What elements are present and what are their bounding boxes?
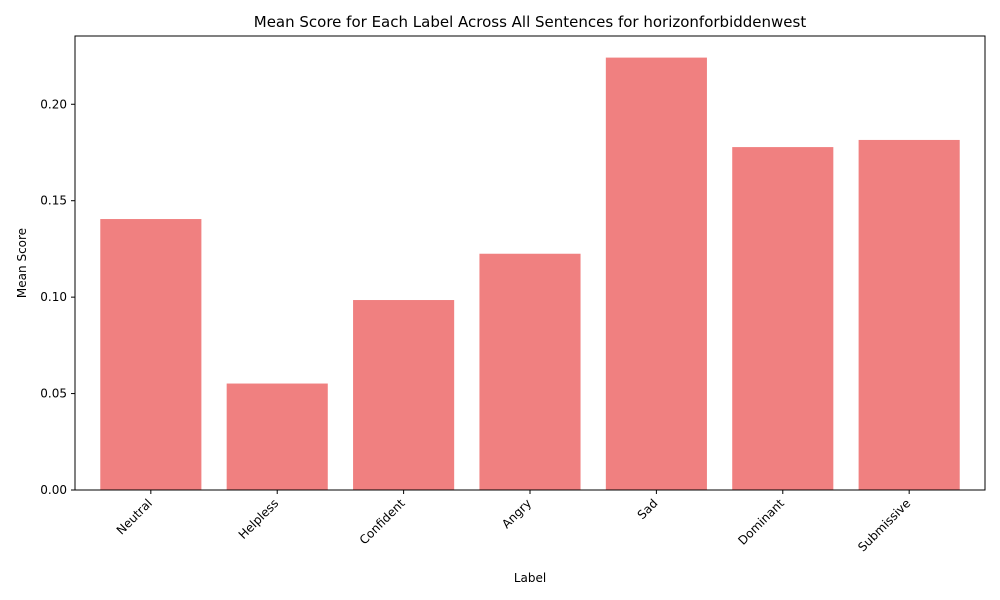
x-tick-label: Submissive — [855, 496, 913, 554]
x-axis-label: Label — [514, 571, 546, 585]
x-tick-label: Helpless — [236, 496, 282, 542]
y-tick-label: 0.15 — [40, 194, 67, 208]
y-axis-label: Mean Score — [15, 228, 29, 298]
y-axis: 0.00 0.05 0.10 0.15 0.20 — [40, 97, 75, 497]
x-tick-label: Angry — [499, 496, 534, 531]
bar-submissive — [858, 139, 960, 490]
x-tick-label: Dominant — [735, 496, 787, 548]
bar-sad — [605, 57, 707, 490]
plot-frame — [74, 35, 986, 491]
x-tick-label: Confident — [357, 496, 408, 547]
bar-confident — [353, 300, 455, 490]
bar-neutral — [100, 219, 202, 490]
bar-dominant — [732, 147, 834, 490]
y-tick-label: 0.05 — [40, 387, 67, 401]
x-tick-label: Sad — [635, 496, 661, 522]
chart-title: Mean Score for Each Label Across All Sen… — [254, 13, 807, 31]
y-tick-label: 0.10 — [40, 290, 67, 304]
x-tick-label: Neutral — [114, 496, 155, 537]
bar-helpless — [226, 383, 328, 490]
bar-angry — [479, 253, 581, 490]
bars-group — [100, 57, 960, 490]
y-tick-label: 0.00 — [40, 483, 67, 497]
y-tick-label: 0.20 — [40, 97, 67, 111]
x-axis: Neutral Helpless Confident Angry Sad Dominant… — [114, 490, 913, 554]
